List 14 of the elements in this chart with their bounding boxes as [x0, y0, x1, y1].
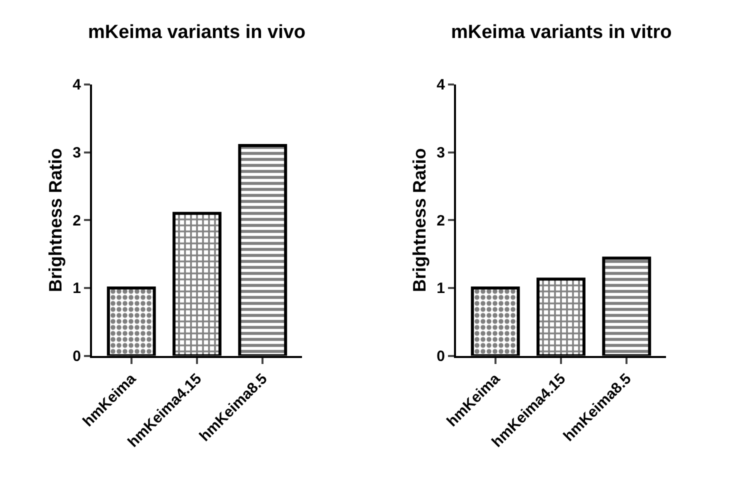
y-tick-label: 4	[436, 76, 446, 94]
y-tick-label: 3	[436, 144, 445, 162]
y-tick-label: 0	[72, 348, 81, 366]
chart-title: mKeima variants in vivo	[88, 22, 306, 43]
y-tick-label: 1	[436, 280, 445, 298]
y-axis-title: Brightness Ratio	[409, 148, 430, 292]
y-tick-label: 2	[72, 212, 81, 230]
y-tick-label: 4	[72, 76, 82, 94]
y-tick-label: 2	[436, 212, 445, 230]
y-tick-label: 3	[72, 144, 81, 162]
chart-title: mKeima variants in vitro	[451, 22, 672, 43]
y-tick-label: 1	[72, 280, 81, 298]
y-tick-label: 0	[436, 348, 445, 366]
y-axis-title: Brightness Ratio	[45, 148, 66, 292]
